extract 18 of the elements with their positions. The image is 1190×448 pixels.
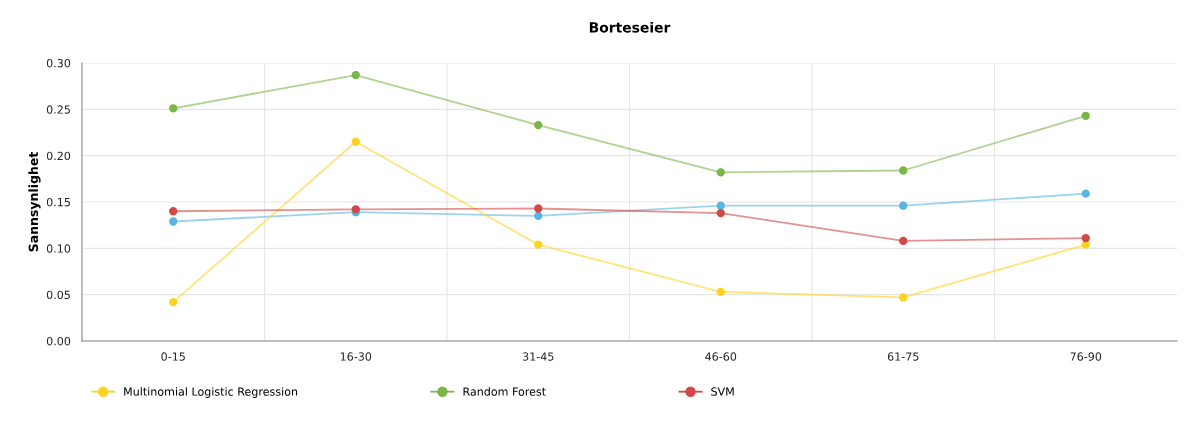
x-tick-label: 16-30 (340, 352, 372, 361)
x-tick-label: 31-45 (522, 352, 554, 361)
y-tick-label: 0.10 (46, 244, 71, 253)
y-tick-label: 0.25 (46, 105, 70, 114)
y-tick-label: 0.15 (46, 197, 70, 207)
y-tick-label: 0.00 (46, 336, 71, 346)
legend-label: SVM (711, 387, 734, 396)
y-tick-label: 0.30 (46, 58, 71, 68)
legend-label: Multinomial Logistic Regression (124, 387, 298, 398)
x-tick-label: 46-60 (705, 352, 737, 361)
y-tick-label: 0.05 (46, 290, 70, 300)
x-tick-label: 61-75 (887, 352, 919, 361)
legend-label: Random Forest (463, 387, 546, 396)
x-tick-label: 76-90 (1070, 352, 1102, 361)
x-tick-label: 0-15 (161, 352, 185, 361)
chart-title: Borteseier (589, 21, 671, 33)
y-axis-title: Sannsynlighet (28, 151, 41, 252)
y-tick-label: 0.20 (46, 151, 71, 161)
